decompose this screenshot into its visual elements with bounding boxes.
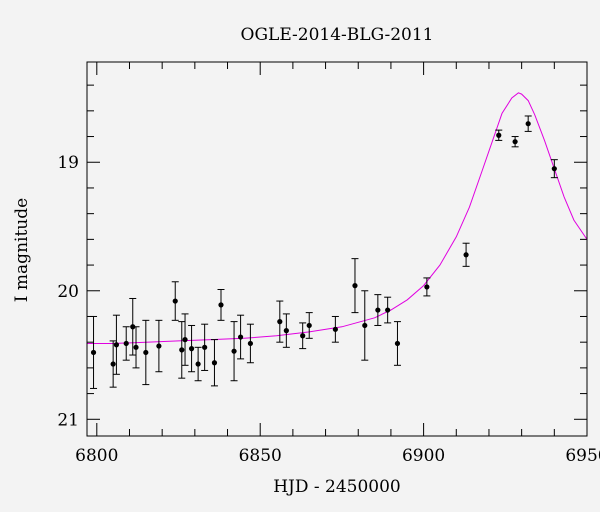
data-point [90,349,97,356]
data-point [300,333,306,339]
data-point [394,340,401,347]
axis-tick-labels: 6800 6850 6900 6950 19 20 21 [57,153,600,466]
data-point [306,322,312,329]
y-tick-label: 21 [57,410,79,430]
data-point [362,322,368,329]
data-point [496,132,502,138]
data-point [283,328,289,334]
data-points [90,115,558,389]
data-point [113,342,120,348]
data-point [123,340,129,347]
axis-ticks [87,62,588,436]
y-tick-label: 20 [57,282,79,302]
x-tick-label: 6950 [565,446,600,466]
data-point [179,347,185,353]
data-point [202,344,208,350]
data-point [172,298,178,304]
data-point [182,337,188,343]
data-point [375,307,381,313]
data-point [156,343,162,349]
data-point [211,360,218,366]
data-point [247,340,253,347]
x-axis-label: HJD - 2450000 [273,477,401,497]
model-curve [87,92,588,344]
data-point [551,166,557,172]
data-point [463,252,469,258]
data-point [195,361,201,367]
data-point [424,284,430,290]
plot-frame [86,61,588,437]
x-tick-label: 6850 [239,446,282,466]
data-point [352,283,358,289]
data-point [143,349,149,356]
data-point [133,344,139,350]
data-point [277,319,283,325]
y-axis-label: I magnitude [12,198,32,302]
x-tick-label: 6900 [402,446,445,466]
data-point [332,326,338,332]
x-tick-label: 6800 [75,446,118,466]
data-point [231,348,237,354]
data-point [218,302,224,308]
data-point [512,139,518,145]
data-point [110,361,116,367]
data-point [237,334,244,340]
chart-title: OGLE-2014-BLG-2011 [241,25,434,45]
data-point [525,121,531,127]
data-point [188,346,195,352]
data-point [385,307,391,313]
y-tick-label: 19 [57,153,79,173]
